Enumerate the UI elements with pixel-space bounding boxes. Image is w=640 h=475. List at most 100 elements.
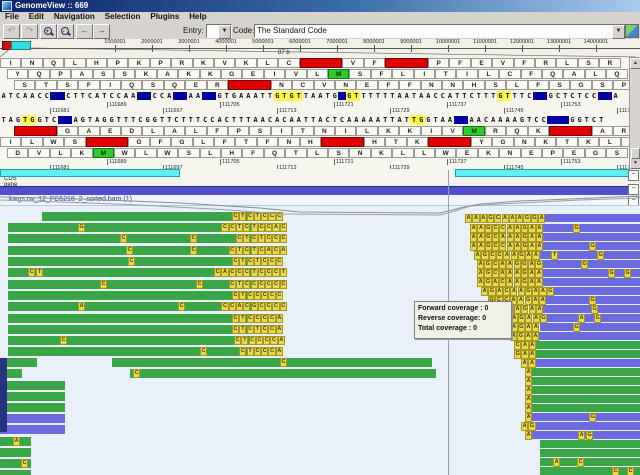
read[interactable] xyxy=(0,381,65,390)
zoom-in-button[interactable]: + xyxy=(40,24,57,39)
read[interactable] xyxy=(0,459,31,468)
undo-button[interactable]: ↶ xyxy=(3,24,20,39)
menu-item-file[interactable]: File xyxy=(5,12,19,21)
read[interactable] xyxy=(547,314,640,322)
dna-base: T xyxy=(181,116,186,124)
read[interactable] xyxy=(539,323,640,331)
read-start-base: A xyxy=(513,242,522,251)
zoom-out-button[interactable]: - xyxy=(57,24,74,39)
menu-item-edit[interactable]: Edit xyxy=(28,12,44,21)
read[interactable] xyxy=(543,233,640,241)
menu-item-help[interactable]: Help xyxy=(189,12,207,21)
read[interactable] xyxy=(532,368,640,376)
read[interactable] xyxy=(532,413,640,421)
read[interactable] xyxy=(540,449,640,457)
pan-right-button[interactable]: → xyxy=(93,24,110,39)
redo-button[interactable]: ↷ xyxy=(21,24,38,39)
read[interactable] xyxy=(539,251,640,259)
read[interactable] xyxy=(8,325,283,334)
read[interactable] xyxy=(542,278,640,286)
read[interactable] xyxy=(8,347,283,356)
amino-acid-cell: K xyxy=(577,137,600,147)
read[interactable] xyxy=(532,386,640,394)
code-combobox[interactable]: The Standard Code ▼ xyxy=(254,24,626,39)
read[interactable] xyxy=(8,336,285,345)
read[interactable] xyxy=(0,470,31,475)
pan-left-button[interactable]: ← xyxy=(76,24,93,39)
read[interactable] xyxy=(535,359,640,367)
read[interactable] xyxy=(8,314,283,323)
read-start-base: A xyxy=(525,377,533,386)
scroll-up-icon[interactable]: ▲ xyxy=(630,58,640,69)
read[interactable] xyxy=(8,280,287,289)
read[interactable] xyxy=(0,425,65,434)
read[interactable] xyxy=(545,214,640,222)
scroll-down-icon[interactable]: ▼ xyxy=(630,158,640,169)
read[interactable] xyxy=(0,414,65,423)
amino-acid-cell: S xyxy=(591,80,614,90)
read[interactable] xyxy=(543,224,640,232)
read[interactable] xyxy=(532,395,640,403)
read[interactable] xyxy=(542,260,640,268)
read[interactable] xyxy=(532,377,640,385)
read[interactable] xyxy=(8,257,283,266)
chevron-down-icon[interactable]: ▼ xyxy=(612,25,625,39)
read[interactable] xyxy=(542,269,640,277)
amino-acid-cell: F xyxy=(399,80,421,90)
read-start-base: A xyxy=(528,350,536,359)
overview-ruler[interactable]: 1000001 2000001 3000001 4000001 5000001 60000… xyxy=(0,39,640,58)
collapse-cds-icon[interactable]: − xyxy=(628,170,639,181)
zoom-out-icon xyxy=(61,27,69,35)
read[interactable] xyxy=(0,448,31,457)
read[interactable] xyxy=(535,341,640,349)
status-icon xyxy=(625,24,639,38)
read[interactable] xyxy=(540,467,640,475)
read-end-base: C xyxy=(228,280,236,289)
read[interactable] xyxy=(0,403,65,412)
read[interactable] xyxy=(8,291,283,300)
cds-track[interactable]: CDS xyxy=(0,169,640,184)
amino-acid-cell: S xyxy=(349,69,371,79)
read[interactable] xyxy=(112,358,432,367)
read[interactable] xyxy=(0,392,65,401)
read[interactable] xyxy=(130,369,436,378)
read[interactable] xyxy=(0,358,37,367)
read[interactable] xyxy=(532,404,640,412)
read[interactable] xyxy=(8,223,287,232)
read[interactable] xyxy=(540,458,640,466)
amino-acid-cell: N xyxy=(499,148,521,158)
title-bar[interactable]: GenomeView :: 669 xyxy=(0,0,640,12)
read[interactable] xyxy=(8,246,287,255)
read[interactable] xyxy=(42,212,283,221)
scrollbar-thumb[interactable] xyxy=(631,148,640,159)
read[interactable] xyxy=(554,287,640,295)
read[interactable] xyxy=(540,440,640,448)
overview-tick xyxy=(300,45,301,52)
menu-item-navigation[interactable]: Navigation xyxy=(53,12,95,21)
read[interactable] xyxy=(535,422,640,430)
menu-item-selection[interactable]: Selection xyxy=(104,12,141,21)
read[interactable] xyxy=(535,350,640,358)
read[interactable] xyxy=(8,234,287,243)
read-start-base: A xyxy=(538,214,546,223)
cds-feature-bar[interactable] xyxy=(0,169,180,177)
chevron-down-icon[interactable]: ▼ xyxy=(218,25,231,39)
collapse-gene-icon[interactable]: − xyxy=(628,184,639,195)
read[interactable] xyxy=(0,369,22,378)
read[interactable] xyxy=(539,332,640,340)
menu-item-plugins[interactable]: Plugins xyxy=(150,12,180,21)
read[interactable] xyxy=(0,358,7,432)
coordinate-label: 111689 xyxy=(109,159,127,165)
read[interactable] xyxy=(8,268,287,277)
cds-feature-bar[interactable] xyxy=(455,169,630,177)
overview-tick-label: 9000001 xyxy=(400,39,422,45)
position-marker-cyan[interactable] xyxy=(11,41,31,50)
read[interactable] xyxy=(8,302,287,311)
sequence-scrollbar[interactable]: ▲ ▼ xyxy=(629,57,640,171)
dna-base: G xyxy=(28,115,36,125)
gene-feature-bar[interactable] xyxy=(0,186,629,195)
entry-combobox[interactable]: ▼ xyxy=(206,24,232,39)
